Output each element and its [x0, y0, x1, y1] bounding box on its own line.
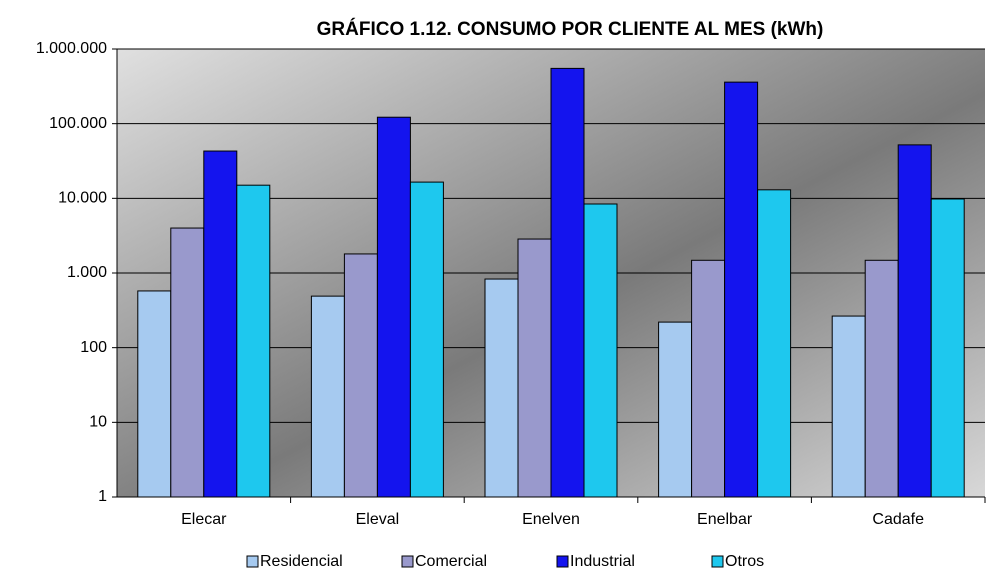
chart-title: GRÁFICO 1.12. CONSUMO POR CLIENTE AL MES…: [317, 18, 824, 40]
y-tick-label: 1: [98, 488, 107, 505]
legend-swatch: [711, 555, 724, 568]
legend-label: Otros: [725, 553, 764, 570]
bar: [310, 295, 345, 498]
legend-swatch: [246, 555, 259, 568]
bar: [897, 144, 932, 498]
x-tick-label: Cadafe: [872, 511, 924, 528]
bar: [930, 198, 965, 498]
y-tick-label: 100.000: [49, 115, 107, 132]
bar: [583, 203, 618, 498]
x-tick-label: Eleval: [356, 511, 400, 528]
legend-swatch: [401, 555, 414, 568]
bar: [757, 189, 792, 498]
legend-label: Industrial: [570, 553, 635, 570]
bar: [409, 181, 444, 498]
legend-label: Residencial: [260, 553, 343, 570]
bar: [550, 67, 585, 498]
bar: [170, 227, 205, 498]
legend-swatch: [556, 555, 569, 568]
bar: [343, 253, 378, 498]
bar: [691, 259, 726, 498]
bar: [864, 259, 899, 498]
x-tick-label: Enelbar: [697, 511, 753, 528]
bar: [658, 321, 693, 498]
bar: [724, 81, 759, 498]
bar: [137, 290, 172, 498]
y-tick-label: 100: [80, 339, 107, 356]
y-tick-label: 1.000: [67, 264, 107, 281]
x-tick-label: Enelven: [522, 511, 580, 528]
bar: [517, 238, 552, 498]
x-tick-label: Elecar: [181, 511, 227, 528]
y-tick-label: 10: [89, 414, 107, 431]
bar: [484, 278, 519, 498]
bar: [203, 150, 238, 498]
bar: [376, 116, 411, 498]
y-tick-label: 1.000.000: [36, 40, 107, 57]
bar: [831, 315, 866, 498]
legend-label: Comercial: [415, 553, 487, 570]
y-tick-label: 10.000: [58, 190, 107, 207]
bar: [236, 184, 271, 498]
